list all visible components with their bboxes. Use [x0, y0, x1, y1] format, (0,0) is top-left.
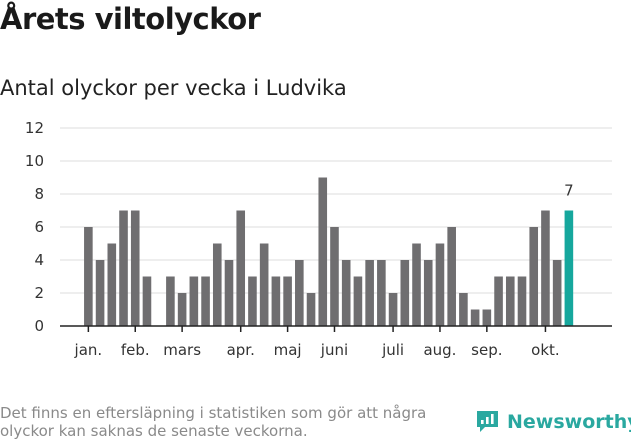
x-tick-label: juli	[381, 341, 404, 359]
bar	[295, 260, 304, 326]
brand[interactable]: Newsworthy	[475, 409, 631, 434]
chart-title: Årets viltolyckor	[0, 2, 261, 36]
bar	[412, 243, 421, 326]
bar	[212, 243, 222, 326]
bar-highlight	[564, 210, 574, 326]
bar	[388, 293, 398, 326]
x-tick-label: maj	[274, 341, 302, 359]
bar	[505, 276, 515, 326]
bar	[201, 276, 210, 326]
x-tick-label: jan.	[74, 341, 103, 359]
bar	[529, 227, 539, 326]
bar	[107, 243, 117, 326]
bar	[330, 227, 339, 326]
bar	[189, 276, 199, 326]
y-axis-ticks: 0 2 4 6 8 10 12	[25, 119, 44, 335]
bar	[470, 309, 480, 326]
data-label: 7	[564, 182, 574, 200]
y-tick-label: 8	[34, 185, 44, 203]
bar	[353, 276, 363, 326]
x-tick-label: aug.	[423, 341, 456, 359]
y-tick-label: 10	[25, 152, 44, 170]
bar	[435, 243, 445, 326]
bar	[224, 260, 234, 326]
y-tick-label: 2	[34, 284, 44, 302]
y-tick-label: 0	[34, 317, 44, 335]
bar	[341, 260, 351, 326]
bar	[248, 276, 257, 326]
newsworthy-logo-icon	[477, 411, 498, 432]
bar	[494, 276, 503, 326]
bar	[259, 243, 269, 326]
bar	[541, 210, 550, 326]
bar	[365, 260, 374, 326]
brand-name: Newsworthy	[507, 410, 631, 433]
bar	[271, 276, 281, 326]
bars	[84, 177, 574, 326]
x-tick-label: mars	[163, 341, 201, 359]
footnote: Det finns en eftersläpning i statistiken…	[0, 404, 427, 440]
x-tick-label: okt.	[531, 341, 560, 359]
data-labels: 7	[564, 182, 574, 200]
bar	[377, 260, 386, 326]
bar	[423, 260, 433, 326]
y-tick-label: 12	[25, 119, 44, 137]
bar	[482, 309, 492, 326]
bar-chart: 0 2 4 6 8 10 12 jan. feb. mars apr. maj juni juli aug…	[25, 119, 612, 359]
bar	[400, 260, 410, 326]
bar	[283, 276, 292, 326]
bar	[459, 293, 468, 326]
bar	[318, 177, 328, 326]
x-tick-label: sep.	[471, 341, 502, 359]
x-axis: jan. feb. mars apr. maj juni juli aug. sep. okt.	[60, 325, 612, 359]
bar	[95, 260, 105, 326]
bar	[84, 227, 93, 326]
y-tick-label: 6	[34, 218, 44, 236]
y-tick-label: 4	[34, 251, 44, 269]
bar	[119, 210, 128, 326]
bar	[517, 276, 527, 326]
bar	[236, 210, 246, 326]
bar	[306, 293, 316, 326]
bar	[177, 293, 187, 326]
bar	[552, 260, 562, 326]
chart-subtitle: Antal olyckor per vecka i Ludvika	[0, 76, 347, 100]
bar	[142, 276, 152, 326]
x-tick-label: juni	[320, 341, 348, 359]
bar	[447, 227, 456, 326]
bar	[130, 210, 140, 326]
x-tick-label: feb.	[121, 341, 150, 359]
bar	[166, 276, 175, 326]
x-tick-label: apr.	[227, 341, 255, 359]
